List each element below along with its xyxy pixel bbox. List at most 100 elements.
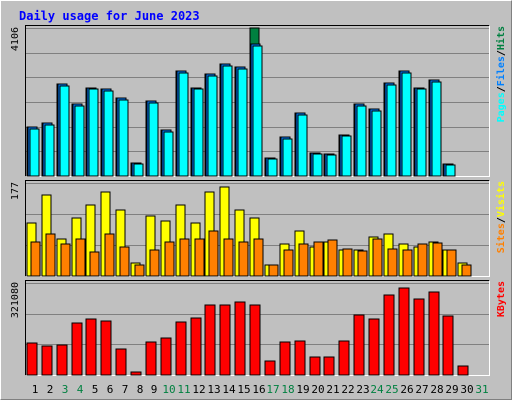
bar-sites-day-12: [194, 238, 205, 277]
bar-kbytes-day-13: [204, 304, 216, 376]
bar-pages-day-19: [297, 114, 308, 177]
bar-pages-day-11: [178, 72, 189, 177]
panel-visits-sites-bevel-dark: [25, 180, 490, 277]
bar-kbytes-day-25: [383, 294, 395, 376]
bar-kbytes-day-30: [457, 365, 469, 376]
bar-pages-day-27: [416, 88, 427, 177]
bar-pages-day-14: [222, 65, 233, 177]
bar-kbytes-day-27: [413, 298, 425, 376]
bar-kbytes-day-22: [338, 340, 350, 376]
bar-pages-day-16: [252, 45, 263, 177]
bar-sites-day-30: [461, 264, 472, 277]
x-axis-day-label: 12: [192, 383, 205, 396]
bar-sites-day-29: [446, 249, 457, 277]
legend: Sites/Visits: [495, 181, 507, 253]
bar-kbytes-day-17: [264, 360, 276, 376]
bar-kbytes-day-9: [145, 341, 157, 376]
x-axis-day-label: 9: [151, 383, 158, 396]
bar-kbytes-day-7: [115, 348, 127, 376]
bar-sites-day-21: [327, 239, 338, 277]
chart-title: Daily usage for June 2023: [19, 9, 200, 23]
x-axis-day-label: 5: [92, 383, 99, 396]
bar-pages-day-20: [312, 153, 323, 177]
bar-pages-day-3: [59, 85, 70, 177]
bar-kbytes-day-21: [323, 356, 335, 376]
legend-entry: Sites: [495, 223, 507, 253]
bar-sites-day-25: [387, 248, 398, 277]
x-axis-day-label: 6: [107, 383, 114, 396]
bar-pages-day-17: [267, 158, 278, 177]
bar-pages-day-18: [282, 138, 293, 177]
bar-sites-day-7: [119, 246, 130, 277]
x-axis-day-label: 28: [430, 383, 443, 396]
bar-kbytes-day-12: [190, 317, 202, 376]
bar-sites-day-1: [30, 241, 41, 277]
legend-entry: Files: [495, 56, 507, 86]
bar-pages-day-7: [118, 99, 129, 177]
bar-kbytes-day-4: [71, 322, 83, 376]
bar-kbytes-day-1: [26, 342, 38, 376]
bar-pages-day-26: [401, 72, 412, 177]
bar-sites-day-4: [75, 238, 86, 277]
bar-sites-day-18: [283, 249, 294, 277]
bar-sites-day-22: [342, 248, 353, 277]
legend-entry: /: [496, 217, 507, 223]
panel-pages-files-hits-bevel-dark: [25, 25, 490, 177]
bar-sites-day-19: [298, 243, 309, 277]
x-axis-day-label: 25: [385, 383, 398, 396]
bar-sites-day-20: [313, 241, 324, 277]
bar-pages-day-4: [74, 105, 85, 177]
bar-kbytes-day-3: [56, 344, 68, 376]
bar-sites-day-16: [253, 238, 264, 277]
bar-pages-day-9: [148, 102, 159, 177]
x-axis-day-label: 30: [460, 383, 473, 396]
bar-sites-day-15: [238, 241, 249, 277]
x-axis-day-label: 4: [77, 383, 84, 396]
x-axis-day-label: 18: [281, 383, 294, 396]
x-axis-day-label: 1: [32, 383, 39, 396]
bar-pages-day-29: [445, 164, 456, 177]
bar-sites-day-8: [134, 264, 145, 277]
legend-entry: /: [496, 86, 507, 92]
bar-pages-day-23: [356, 105, 367, 177]
x-axis-day-label: 29: [445, 383, 458, 396]
bar-kbytes-day-18: [279, 341, 291, 376]
x-axis-day-label: 16: [252, 383, 265, 396]
bar-pages-day-13: [207, 75, 218, 177]
bar-pages-day-28: [431, 81, 442, 177]
x-axis-day-label: 24: [370, 383, 384, 396]
bar-kbytes-day-6: [100, 320, 112, 376]
bar-pages-day-8: [133, 163, 144, 177]
bar-kbytes-day-16: [249, 304, 261, 376]
bar-sites-day-13: [208, 230, 219, 277]
legend-entry: /: [496, 50, 507, 56]
bar-kbytes-day-5: [85, 318, 97, 376]
bar-kbytes-day-14: [219, 304, 231, 376]
x-axis-day-label: 31: [475, 383, 488, 396]
x-axis-day-label: 22: [341, 383, 354, 396]
x-axis-day-label: 11: [177, 383, 190, 396]
bar-pages-day-5: [88, 88, 99, 177]
y-axis-max-label: 4106: [10, 27, 21, 51]
bar-sites-day-14: [223, 238, 234, 277]
bar-sites-day-10: [164, 241, 175, 277]
bar-sites-day-2: [45, 233, 56, 277]
y-axis-max-label: 321080: [10, 282, 21, 318]
bar-pages-day-6: [103, 90, 114, 177]
x-axis-day-label: 13: [207, 383, 220, 396]
bar-pages-day-12: [193, 88, 204, 177]
bar-sites-day-9: [149, 249, 160, 277]
x-axis-day-label: 10: [162, 383, 175, 396]
bar-sites-day-24: [372, 238, 383, 277]
bar-kbytes-day-8: [130, 371, 142, 376]
x-axis-day-label: 27: [415, 383, 428, 396]
legend-entry: KBytes: [496, 281, 507, 317]
bar-sites-day-3: [60, 243, 71, 277]
bar-kbytes-day-24: [368, 318, 380, 376]
bar-kbytes-day-29: [442, 315, 454, 376]
x-axis-day-label: 3: [62, 383, 69, 396]
bar-pages-day-10: [163, 131, 174, 177]
x-axis-day-label: 21: [326, 383, 339, 396]
